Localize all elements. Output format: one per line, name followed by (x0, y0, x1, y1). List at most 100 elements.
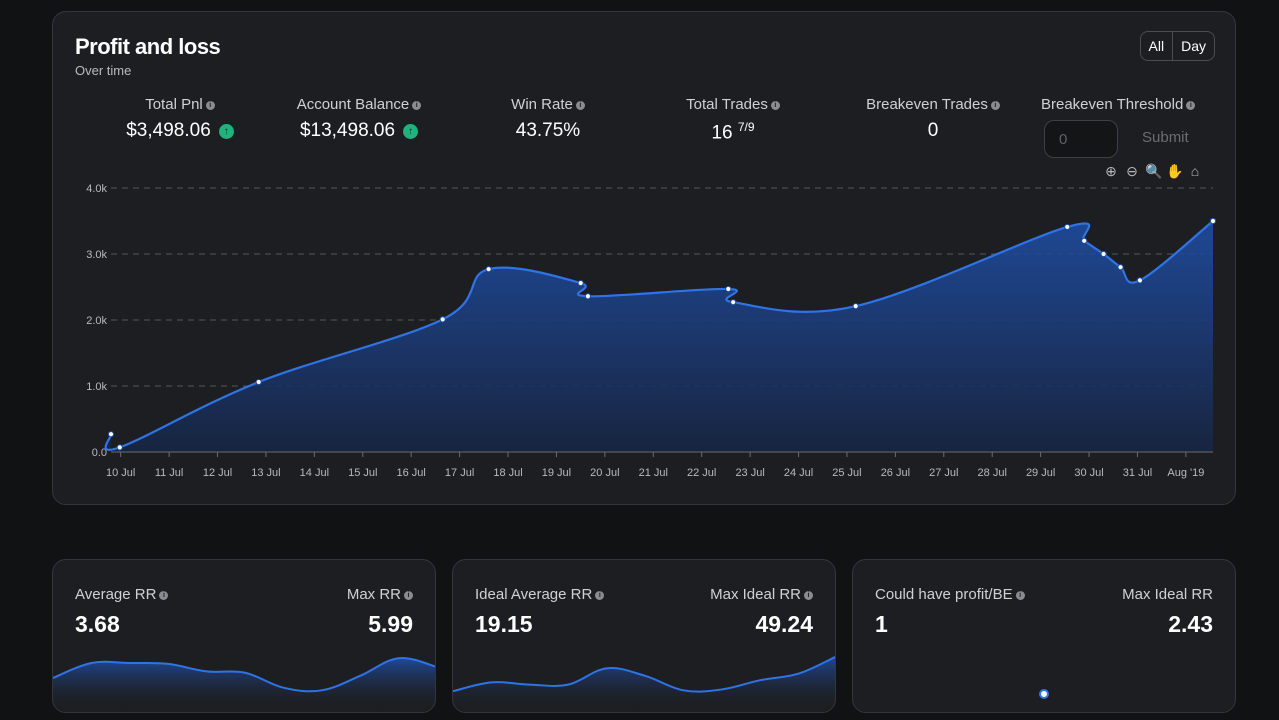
x-tick-label: 13 Jul (251, 467, 280, 479)
account-balance-label: Account Balance (296, 96, 410, 113)
x-tick-label: 26 Jul (881, 467, 910, 479)
chart-toolbar: ⊕ ⊖ 🔍 ✋ ⌂ (1103, 163, 1203, 180)
pnl-point[interactable] (577, 279, 584, 287)
pnl-area (105, 221, 1214, 452)
total-trades-count: 16 (711, 122, 733, 144)
y-tick-label: 4.0k (86, 183, 107, 195)
x-tick-label: 18 Jul (493, 467, 522, 479)
average-rr-label: Average RR (75, 586, 157, 603)
x-tick-label: 22 Jul (687, 467, 716, 479)
pan-icon[interactable]: ✋ (1166, 163, 1184, 179)
pnl-point[interactable] (1136, 277, 1143, 284)
submit-button[interactable]: Submit (1142, 129, 1189, 146)
pnl-point[interactable] (107, 431, 115, 438)
x-tick-label: 17 Jul (445, 467, 474, 479)
range-day-button[interactable]: Day (1172, 32, 1214, 60)
max-rr-label: Max RR (346, 586, 401, 603)
pnl-point[interactable] (1117, 264, 1124, 271)
x-tick-label: 30 Jul (1074, 467, 1103, 479)
info-icon[interactable]: i (804, 590, 813, 600)
win-rate-value: 43.75% (515, 120, 581, 141)
pnl-point[interactable] (584, 293, 592, 300)
x-tick-label: 16 Jul (397, 467, 426, 479)
info-icon[interactable]: i (1015, 590, 1025, 600)
pnl-title: Profit and loss (75, 34, 221, 59)
info-icon[interactable]: i (404, 590, 413, 600)
stat-total-pnl: Total Pnl i $3,498.06 ↑ (105, 96, 255, 142)
x-tick-label: 12 Jul (203, 467, 232, 479)
pnl-chart: 0.0 1.0k 2.0k 3.0k 4.0k 10 Jul 11 Jul 12 Jul 13 … (86, 183, 1217, 479)
rr-sparkline (53, 657, 435, 712)
x-tick-label: 31 Jul (1123, 467, 1152, 479)
ideal-spark-line (453, 655, 835, 693)
average-rr-value: 3.68 (75, 611, 120, 637)
x-tick-label: 21 Jul (639, 467, 668, 479)
info-icon[interactable]: i (205, 100, 215, 110)
x-tick-label: 11 Jul (155, 467, 184, 479)
pnl-point[interactable] (255, 378, 262, 386)
x-tick-label: 15 Jul (348, 467, 377, 479)
total-trades-fraction: 7/9 (737, 120, 755, 134)
info-icon[interactable]: i (412, 100, 422, 110)
ideal-average-rr-label: Ideal Average RR (475, 586, 593, 603)
pnl-point[interactable] (730, 299, 737, 306)
pnl-point[interactable] (852, 303, 859, 310)
rr-card: Average RR i 3.68 Max RR i 5.99 (52, 559, 436, 713)
breakeven-trades-label: Breakeven Trades (866, 96, 988, 113)
stat-breakeven-threshold: Breakeven Threshold i (1041, 96, 1207, 113)
info-icon[interactable]: i (1186, 100, 1196, 110)
info-icon[interactable]: i (159, 590, 169, 600)
breakeven-threshold-input[interactable] (1044, 120, 1118, 158)
pnl-point[interactable] (1209, 217, 1217, 225)
pnl-point[interactable] (439, 316, 446, 323)
max-ideal-rr-value: 49.24 (755, 611, 813, 637)
pnl-point[interactable] (725, 285, 732, 293)
x-tick-label: 19 Jul (542, 467, 571, 479)
arrow-up-icon: ↑ (403, 123, 419, 139)
range-all-button[interactable]: All (1148, 38, 1165, 54)
could-have-profit-label: Could have profit/BE (875, 586, 1013, 603)
stat-win-rate: Win Rate i 43.75% (473, 96, 623, 142)
info-icon[interactable]: i (770, 100, 780, 110)
rr-spark-area (53, 658, 435, 712)
stat-breakeven-trades: Breakeven Trades i 0 (853, 96, 1013, 142)
breakeven-trades-value: 0 (927, 120, 939, 141)
zoom-out-icon[interactable]: ⊖ (1126, 163, 1138, 179)
info-icon[interactable]: i (990, 100, 1000, 110)
x-tick-label: 29 Jul (1026, 467, 1055, 479)
profit-point (1039, 689, 1049, 699)
ideal-rr-card: Ideal Average RR i 19.15 Max Ideal RR i 49… (452, 559, 836, 713)
pnl-subtitle: Over time (75, 63, 132, 78)
pnl-point[interactable] (1081, 237, 1088, 244)
pnl-point[interactable] (1064, 223, 1071, 231)
max-ideal-rr-label-2: Max Ideal RR (1122, 586, 1213, 603)
total-pnl-value: $3,498.06 (126, 120, 211, 141)
breakeven-threshold-label: Breakeven Threshold (1041, 96, 1184, 113)
arrow-up-icon: ↑ (218, 123, 234, 139)
home-icon[interactable]: ⌂ (1190, 163, 1200, 179)
x-tick-label: Aug '19 (1167, 467, 1204, 479)
range-toggle: All Day (1139, 31, 1215, 61)
profit-sparkline (1039, 689, 1049, 699)
stat-account-balance: Account Balance i $13,498.06 ↑ (275, 96, 443, 142)
info-icon[interactable]: i (595, 590, 605, 600)
zoom-in-icon[interactable]: ⊕ (1105, 163, 1117, 179)
y-tick-label: 3.0k (86, 249, 107, 261)
x-tick-label: 23 Jul (735, 467, 764, 479)
stat-total-trades: Total Trades i 16 7/9 (658, 96, 808, 144)
info-icon[interactable]: i (575, 100, 585, 110)
pnl-point[interactable] (116, 444, 123, 451)
x-tick-label: 28 Jul (978, 467, 1007, 479)
x-tick-label: 10 Jul (106, 467, 135, 479)
rr-spark-line (53, 657, 435, 693)
could-profit-card: Could have profit/BE i 1 Max Ideal RR 2.4… (852, 559, 1236, 713)
x-tick-label: 27 Jul (929, 467, 958, 479)
total-pnl-label: Total Pnl (145, 96, 203, 113)
pnl-point[interactable] (1100, 250, 1107, 258)
pnl-point[interactable] (485, 266, 492, 273)
ideal-rr-sparkline (453, 655, 835, 712)
total-trades-value: 16 7/9 (711, 120, 754, 144)
ideal-average-rr-value: 19.15 (475, 611, 533, 637)
y-tick-label: 0.0 (92, 447, 107, 459)
zoom-select-icon[interactable]: 🔍 (1145, 163, 1163, 179)
